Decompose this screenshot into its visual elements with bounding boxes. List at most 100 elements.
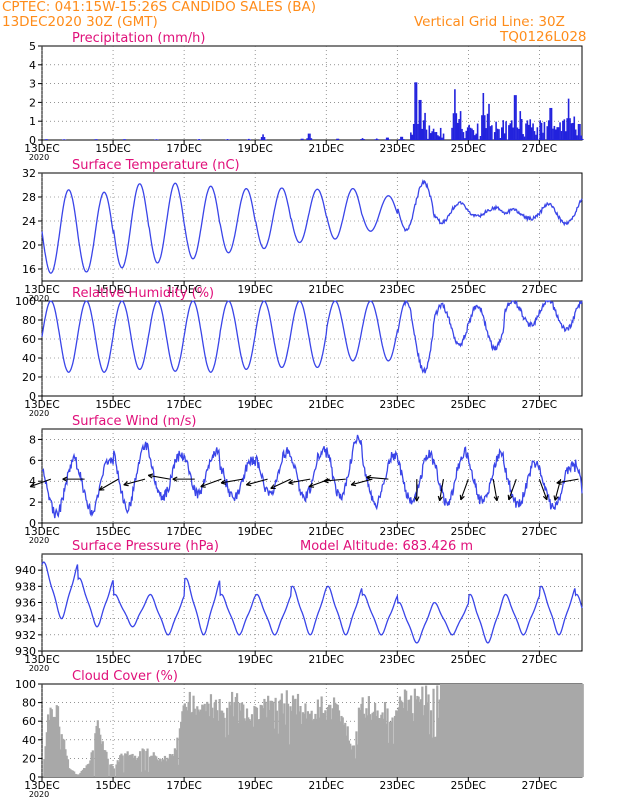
x-tick-label: 17DEC — [166, 526, 201, 538]
precip-bar — [434, 132, 436, 140]
cloud-bar — [163, 755, 167, 777]
cloud-bar — [157, 760, 160, 777]
precip-bar — [262, 134, 264, 140]
cloud-bar — [125, 753, 128, 777]
cloud-bar — [544, 684, 547, 777]
cloud-bar — [452, 684, 455, 777]
precip-bar — [573, 116, 576, 140]
y-tick-label: 40 — [22, 352, 36, 365]
precip-bar — [461, 128, 463, 140]
precip-bar — [63, 139, 65, 140]
wind-arrow-shaft — [460, 478, 469, 500]
wind-arrow — [459, 478, 469, 501]
cloud-bar — [253, 705, 256, 777]
precip-bar — [466, 127, 469, 140]
cloud-bar — [262, 708, 265, 777]
wind-arrow-shaft — [99, 478, 119, 491]
cloud-bar — [513, 684, 516, 777]
cloud-bar — [530, 684, 533, 777]
y-tick-label: 60 — [22, 715, 36, 728]
precip-bar — [417, 123, 419, 140]
cloud-bar — [467, 684, 470, 777]
cloud-bar — [145, 751, 148, 777]
precip-bar — [388, 139, 391, 140]
precip-bar — [502, 120, 505, 140]
cloud-bar — [456, 684, 459, 777]
cloud-bar — [234, 696, 237, 777]
precip-bar — [260, 137, 263, 140]
cloud-bar — [221, 710, 224, 777]
cloud-bar — [401, 702, 404, 777]
cloud-bar — [80, 770, 83, 777]
cloud-bar — [469, 684, 472, 777]
wind-arrow-head — [29, 482, 35, 488]
x-tick-label: 19DEC — [237, 143, 272, 155]
cloud-bar — [504, 684, 507, 777]
x-year-stub: 2020 — [29, 153, 49, 162]
cloud-bar — [579, 684, 582, 777]
cloud-bar — [458, 684, 461, 777]
y-tick-label: 28 — [22, 191, 36, 204]
cloud-bar — [380, 714, 383, 777]
cloud-bar — [99, 734, 102, 777]
precip-bar — [462, 132, 465, 140]
x-tick-label: 23DEC — [380, 654, 415, 666]
rh-series-line — [41, 300, 583, 374]
cloud-bar — [382, 718, 385, 777]
cloud-bar — [424, 685, 428, 777]
cloud-bar — [268, 709, 271, 777]
cloud-bar — [217, 721, 220, 777]
cloud-bar — [356, 744, 359, 777]
wind-arrow-head — [288, 479, 293, 484]
y-tick-label: 0 — [29, 390, 36, 403]
wind-arrow-head — [459, 494, 462, 500]
cloud-bar — [490, 684, 494, 777]
cloud-bar — [408, 699, 412, 777]
x-tick-label: 21DEC — [308, 780, 343, 792]
cloud-bar — [346, 726, 349, 777]
precip-bar — [459, 111, 462, 140]
cloud-bar — [520, 684, 523, 777]
precip-bar — [481, 115, 483, 140]
cloud-bar — [497, 684, 500, 777]
cloud-bar — [305, 718, 308, 777]
y-tick-label: 3 — [29, 78, 36, 91]
cloud-bar — [272, 701, 275, 777]
wind-arrow — [270, 478, 291, 490]
cloud-bar — [475, 684, 479, 777]
precip-bar — [96, 139, 98, 140]
precip-bar — [337, 138, 340, 140]
x-tick-label: 15DEC — [95, 654, 130, 666]
precip-bar — [385, 137, 388, 140]
cloud-bar — [448, 684, 451, 777]
cloud-bar — [74, 773, 77, 777]
cloud-bar — [454, 684, 458, 777]
cloud-bar — [273, 728, 276, 777]
wind-arrow — [556, 478, 579, 485]
cloud-bar — [433, 737, 436, 777]
precip-bar — [547, 120, 550, 140]
precip-bar — [374, 139, 377, 140]
precip-bar — [508, 125, 510, 140]
panel-title: Cloud Cover (%) — [72, 669, 178, 684]
wind-arrow-head — [200, 486, 206, 488]
cloud-bar — [178, 728, 181, 777]
cloud-bar — [158, 758, 162, 777]
cloud-bar — [288, 744, 291, 777]
cloud-bar — [362, 713, 366, 777]
cloud-bar — [493, 684, 496, 777]
x-tick-label: 13DEC — [24, 654, 59, 666]
cloud-bar — [183, 703, 186, 777]
x-tick-label: 19DEC — [237, 526, 272, 538]
cloud-bar — [156, 759, 159, 777]
cloud-bar — [249, 721, 252, 777]
cloud-bar — [291, 695, 295, 777]
cloud-bar — [188, 691, 191, 777]
cloud-bar — [521, 684, 525, 777]
cloud-bar — [336, 704, 339, 777]
cloud-bar — [247, 717, 250, 777]
cloud-bar — [548, 684, 551, 777]
cloud-bar — [396, 711, 399, 777]
cloud-bar — [84, 768, 87, 777]
cloud-bar — [50, 709, 53, 777]
